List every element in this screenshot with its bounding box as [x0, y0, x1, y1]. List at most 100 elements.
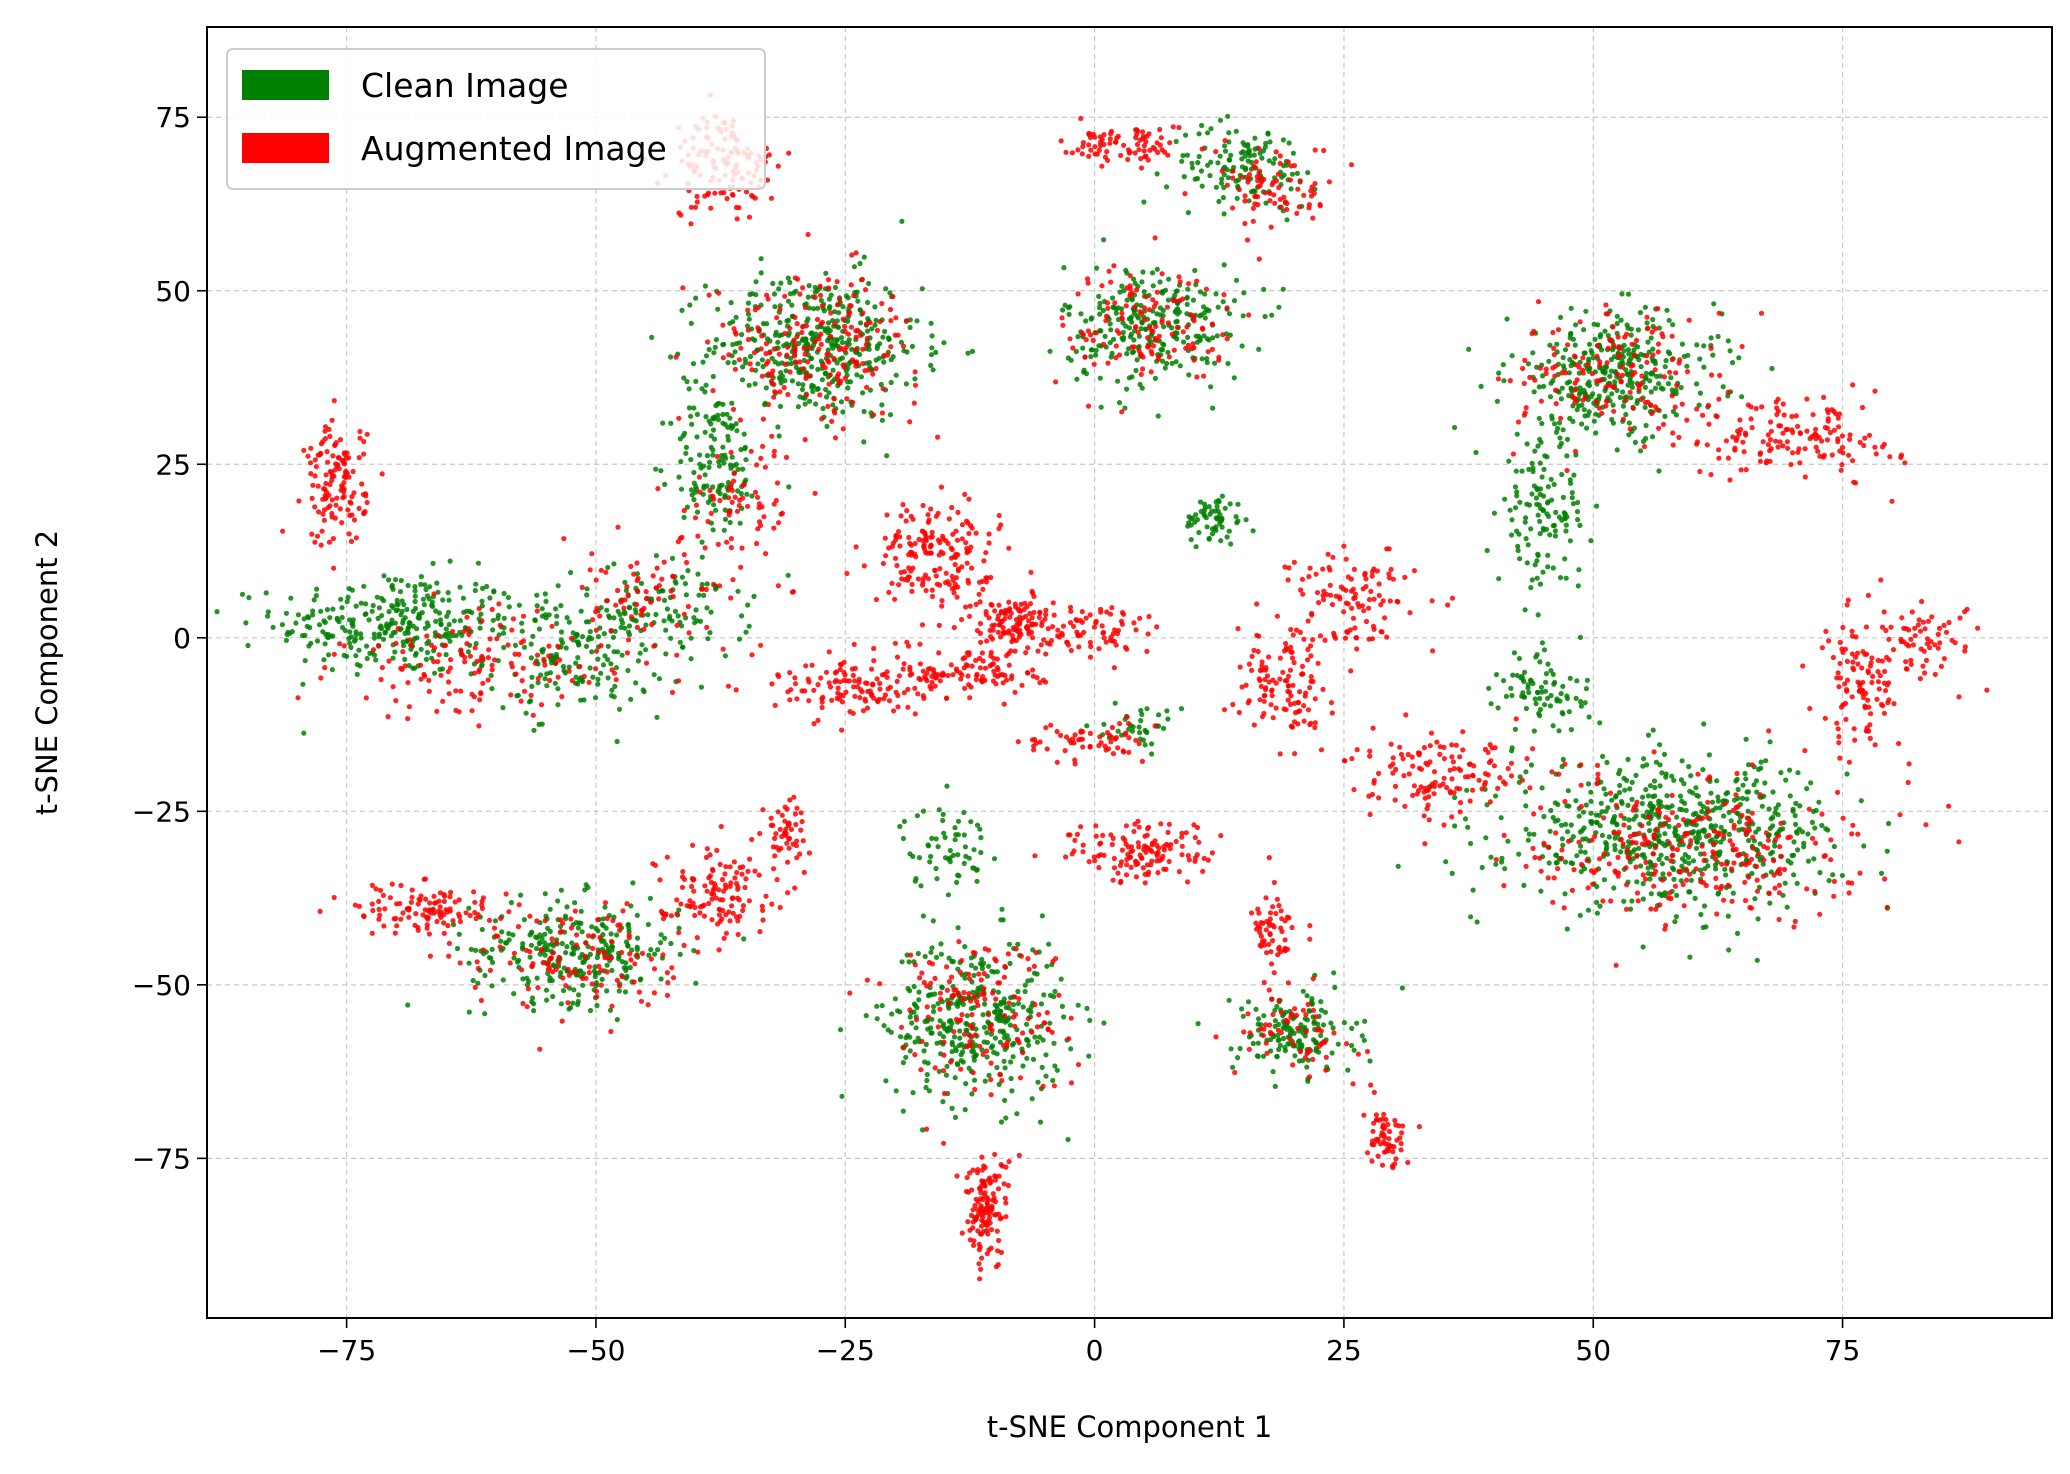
data-point: [701, 593, 706, 598]
data-point: [807, 399, 812, 404]
data-point: [655, 566, 660, 571]
data-point: [1770, 850, 1775, 855]
data-point: [1269, 313, 1274, 318]
data-point: [1583, 836, 1588, 841]
data-point: [240, 592, 245, 597]
data-point: [841, 317, 846, 322]
data-point: [1631, 817, 1636, 822]
data-point: [1589, 348, 1594, 353]
data-point: [1695, 840, 1700, 845]
data-point: [1551, 723, 1556, 728]
data-point: [721, 355, 726, 360]
data-point: [1713, 806, 1718, 811]
data-point: [1024, 1022, 1029, 1027]
data-point: [966, 497, 971, 502]
data-point: [928, 950, 933, 955]
data-point: [902, 819, 907, 824]
data-point: [858, 333, 863, 338]
data-point: [965, 561, 970, 566]
data-point: [1039, 642, 1044, 647]
data-point: [782, 331, 787, 336]
data-point: [950, 1106, 955, 1111]
data-point: [743, 457, 748, 462]
data-point: [322, 665, 327, 670]
data-point: [1124, 647, 1129, 652]
data-point: [516, 958, 521, 963]
data-point: [800, 382, 805, 387]
data-point: [780, 511, 785, 516]
data-point: [884, 453, 889, 458]
data-point: [886, 336, 891, 341]
data-point: [1626, 817, 1631, 822]
data-point: [1179, 706, 1184, 711]
data-point: [732, 470, 737, 475]
data-point: [330, 453, 335, 458]
data-point: [1620, 801, 1625, 806]
data-point: [1634, 401, 1639, 406]
data-point: [1037, 615, 1042, 620]
data-point: [684, 445, 689, 450]
data-point: [1567, 416, 1572, 421]
data-point: [833, 670, 838, 675]
data-point: [407, 620, 412, 625]
data-point: [953, 582, 958, 587]
data-point: [1736, 787, 1741, 792]
data-point: [761, 417, 766, 422]
data-point: [615, 739, 620, 744]
data-point: [1241, 1014, 1246, 1019]
data-point: [874, 1004, 879, 1009]
data-point: [1155, 171, 1160, 176]
data-point: [529, 693, 534, 698]
data-point: [1668, 375, 1673, 380]
data-point: [519, 640, 524, 645]
data-point: [978, 631, 983, 636]
data-point: [734, 421, 739, 426]
data-point: [1331, 1025, 1336, 1030]
data-point: [1030, 591, 1035, 596]
data-point: [886, 590, 891, 595]
data-point: [493, 918, 498, 923]
data-point: [708, 610, 713, 615]
data-point: [877, 681, 882, 686]
data-point: [803, 663, 808, 668]
data-point: [961, 810, 966, 815]
data-point: [1043, 1052, 1048, 1057]
data-point: [1561, 495, 1566, 500]
data-point: [1243, 167, 1248, 172]
data-point: [784, 455, 789, 460]
data-point: [364, 644, 369, 649]
data-point: [947, 956, 952, 961]
data-point: [627, 623, 632, 628]
data-point: [697, 452, 702, 457]
data-point: [852, 642, 857, 647]
data-point: [1234, 520, 1239, 525]
data-point: [766, 402, 771, 407]
data-point: [931, 367, 936, 372]
data-point: [1527, 832, 1532, 837]
data-point: [845, 385, 850, 390]
data-point: [1560, 843, 1565, 848]
data-point: [981, 1012, 986, 1017]
data-point: [941, 831, 946, 836]
data-point: [1015, 989, 1020, 994]
data-point: [1770, 789, 1775, 794]
data-point: [1667, 824, 1672, 829]
data-point: [1626, 351, 1631, 356]
data-point: [777, 352, 782, 357]
data-point: [1133, 368, 1138, 373]
data-point: [521, 614, 526, 619]
data-point: [1030, 635, 1035, 640]
data-point: [565, 615, 570, 620]
data-point: [996, 526, 1001, 531]
data-point: [1762, 780, 1767, 785]
data-point: [1629, 333, 1634, 338]
data-point: [1703, 924, 1708, 929]
data-point: [652, 672, 657, 677]
data-point: [1189, 161, 1194, 166]
data-point: [946, 541, 951, 546]
data-point: [517, 603, 522, 608]
data-point: [947, 516, 952, 521]
data-point: [930, 594, 935, 599]
data-point: [1604, 760, 1609, 765]
data-point: [945, 1026, 950, 1031]
